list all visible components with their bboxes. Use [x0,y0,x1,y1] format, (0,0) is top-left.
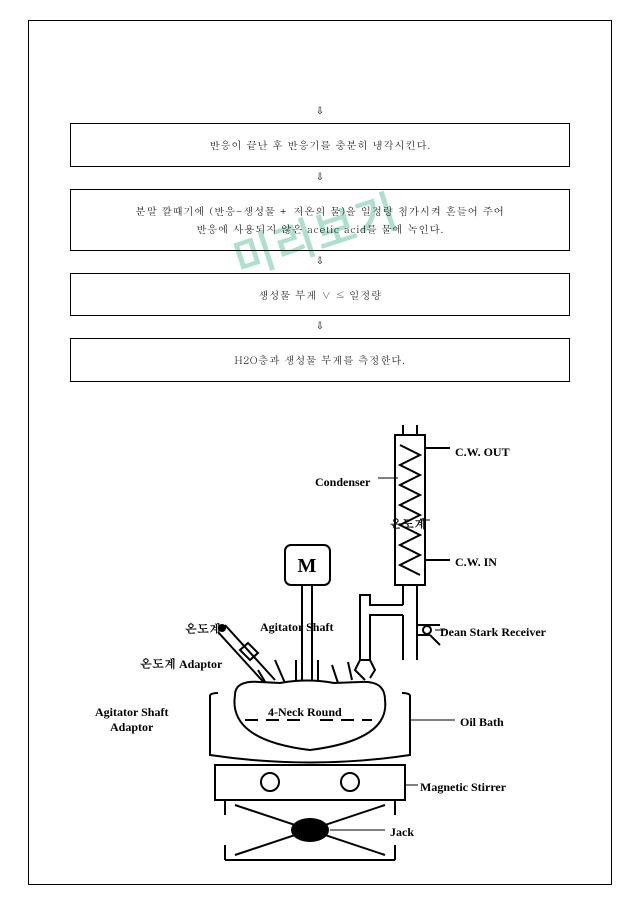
apparatus-svg: M [0,420,640,890]
motor-label: M [298,555,317,577]
arrow-icon: ⇩ [70,320,570,334]
arrow-icon: ⇩ [70,105,570,119]
label-flask: 4-Neck Round [268,705,342,720]
arrow-icon: ⇩ [70,255,570,269]
label-cw-in: C.W. IN [455,555,497,570]
flow-step-2: 분말 깔때기에 (반응-생성물 + 저온의 물)을 일정량 첨가시켜 흔들어 주… [70,189,570,251]
flow-step-4: H2O층과 생성물 무게를 측정한다. [70,338,570,382]
arrow-icon: ⇩ [70,171,570,185]
flow-step-3: 생성물 무게 ∨ ≤ 일정량 [70,273,570,317]
label-agitator-shaft: Agitator Shaft [260,620,333,635]
label-thermo-adaptor: 온도계 Adaptor [140,655,222,672]
label-thermometer-2: 온도계 [185,620,221,637]
label-agitator-adaptor-2: Adaptor [110,720,153,735]
label-agitator-adaptor-1: Agitator Shaft [95,705,168,720]
flow-step-2-line2: 반응에 사용되지 않은 acetic acid를 물에 녹인다. [81,220,559,238]
label-dean-stark: Dean Stark Receiver [440,625,546,640]
apparatus-diagram: C.W. OUT Condenser 온도계 C.W. IN 온도계 Agita… [0,420,640,890]
flow-step-2-line1: 분말 깔때기에 (반응-생성물 + 저온의 물)을 일정량 첨가시켜 흔들어 주… [81,202,559,220]
label-jack: Jack [390,825,414,840]
flow-step-1: 반응이 끝난 후 반응기를 충분히 냉각시킨다. [70,123,570,167]
flowchart: ⇩ 반응이 끝난 후 반응기를 충분히 냉각시킨다. ⇩ 분말 깔때기에 (반응… [70,105,570,386]
label-condenser: Condenser [315,475,370,490]
label-oil-bath: Oil Bath [460,715,504,730]
label-cw-out: C.W. OUT [455,445,510,460]
label-magnetic-stirrer: Magnetic Stirrer [420,780,506,795]
label-thermometer-1: 온도계 [390,515,426,532]
